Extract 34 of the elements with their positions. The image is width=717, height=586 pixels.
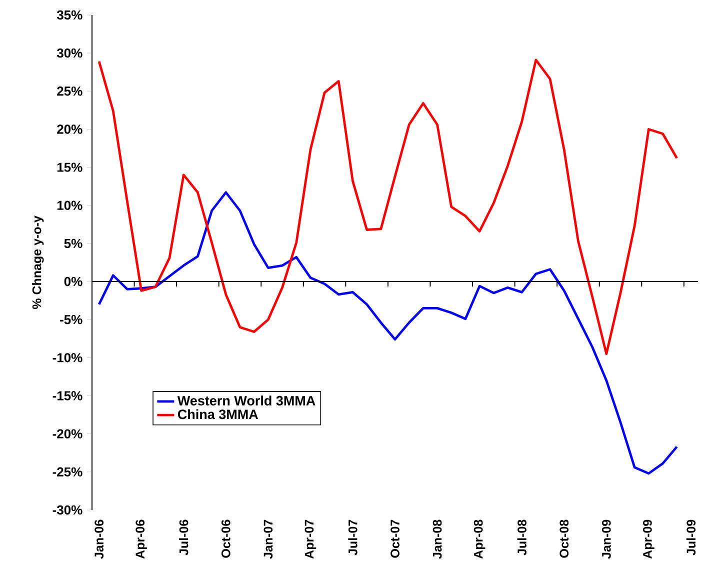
y-tick-label: 5%: [64, 238, 82, 248]
line-series: [98, 58, 678, 356]
y-tick-label: -25%: [52, 467, 82, 477]
y-tick-label: 30%: [56, 48, 82, 58]
x-tick-label: Jul-08: [517, 520, 526, 556]
x-tick-label: Apr-06: [136, 520, 147, 559]
x-tick-label: Oct-06: [221, 520, 230, 558]
x-tick-label: Jan-09: [602, 520, 611, 559]
y-tick-label: 25%: [57, 86, 82, 96]
y-tick-label: 20%: [57, 124, 82, 134]
x-tick-label: Jan-07: [264, 520, 273, 559]
y-tick-label: 10%: [57, 200, 82, 210]
legend-label: Western World 3MMA: [177, 396, 316, 406]
x-tick-label: Jan-06: [94, 520, 104, 559]
x-tick-label: Apr-07: [304, 520, 316, 559]
x-tick-label: Jul-07: [348, 520, 358, 556]
line-series: [98, 191, 678, 475]
y-tick-label: -20%: [52, 429, 82, 438]
x-tick-label: Jul-09: [686, 520, 696, 556]
y-tick-label: 15%: [57, 162, 82, 172]
y-tick-label: 0%: [64, 276, 82, 286]
legend-label: China 3MMA: [178, 409, 258, 420]
x-tick-label: Jul-06: [179, 520, 188, 556]
y-axis-title: % Chnage y-o-y: [32, 216, 44, 310]
y-tick-label: 35%: [56, 10, 82, 20]
x-tick-label: Jan-08: [432, 520, 442, 559]
y-tick-label: -15%: [52, 391, 82, 400]
y-tick-label: -10%: [52, 353, 82, 362]
x-tick-label: Oct-07: [390, 520, 400, 558]
y-tick-label: -30%: [52, 505, 82, 515]
y-tick-label: -5%: [60, 315, 82, 324]
x-tick-label: Oct-08: [560, 520, 569, 558]
x-tick-label: Apr-08: [474, 520, 486, 559]
x-tick-label: Apr-09: [643, 520, 654, 559]
